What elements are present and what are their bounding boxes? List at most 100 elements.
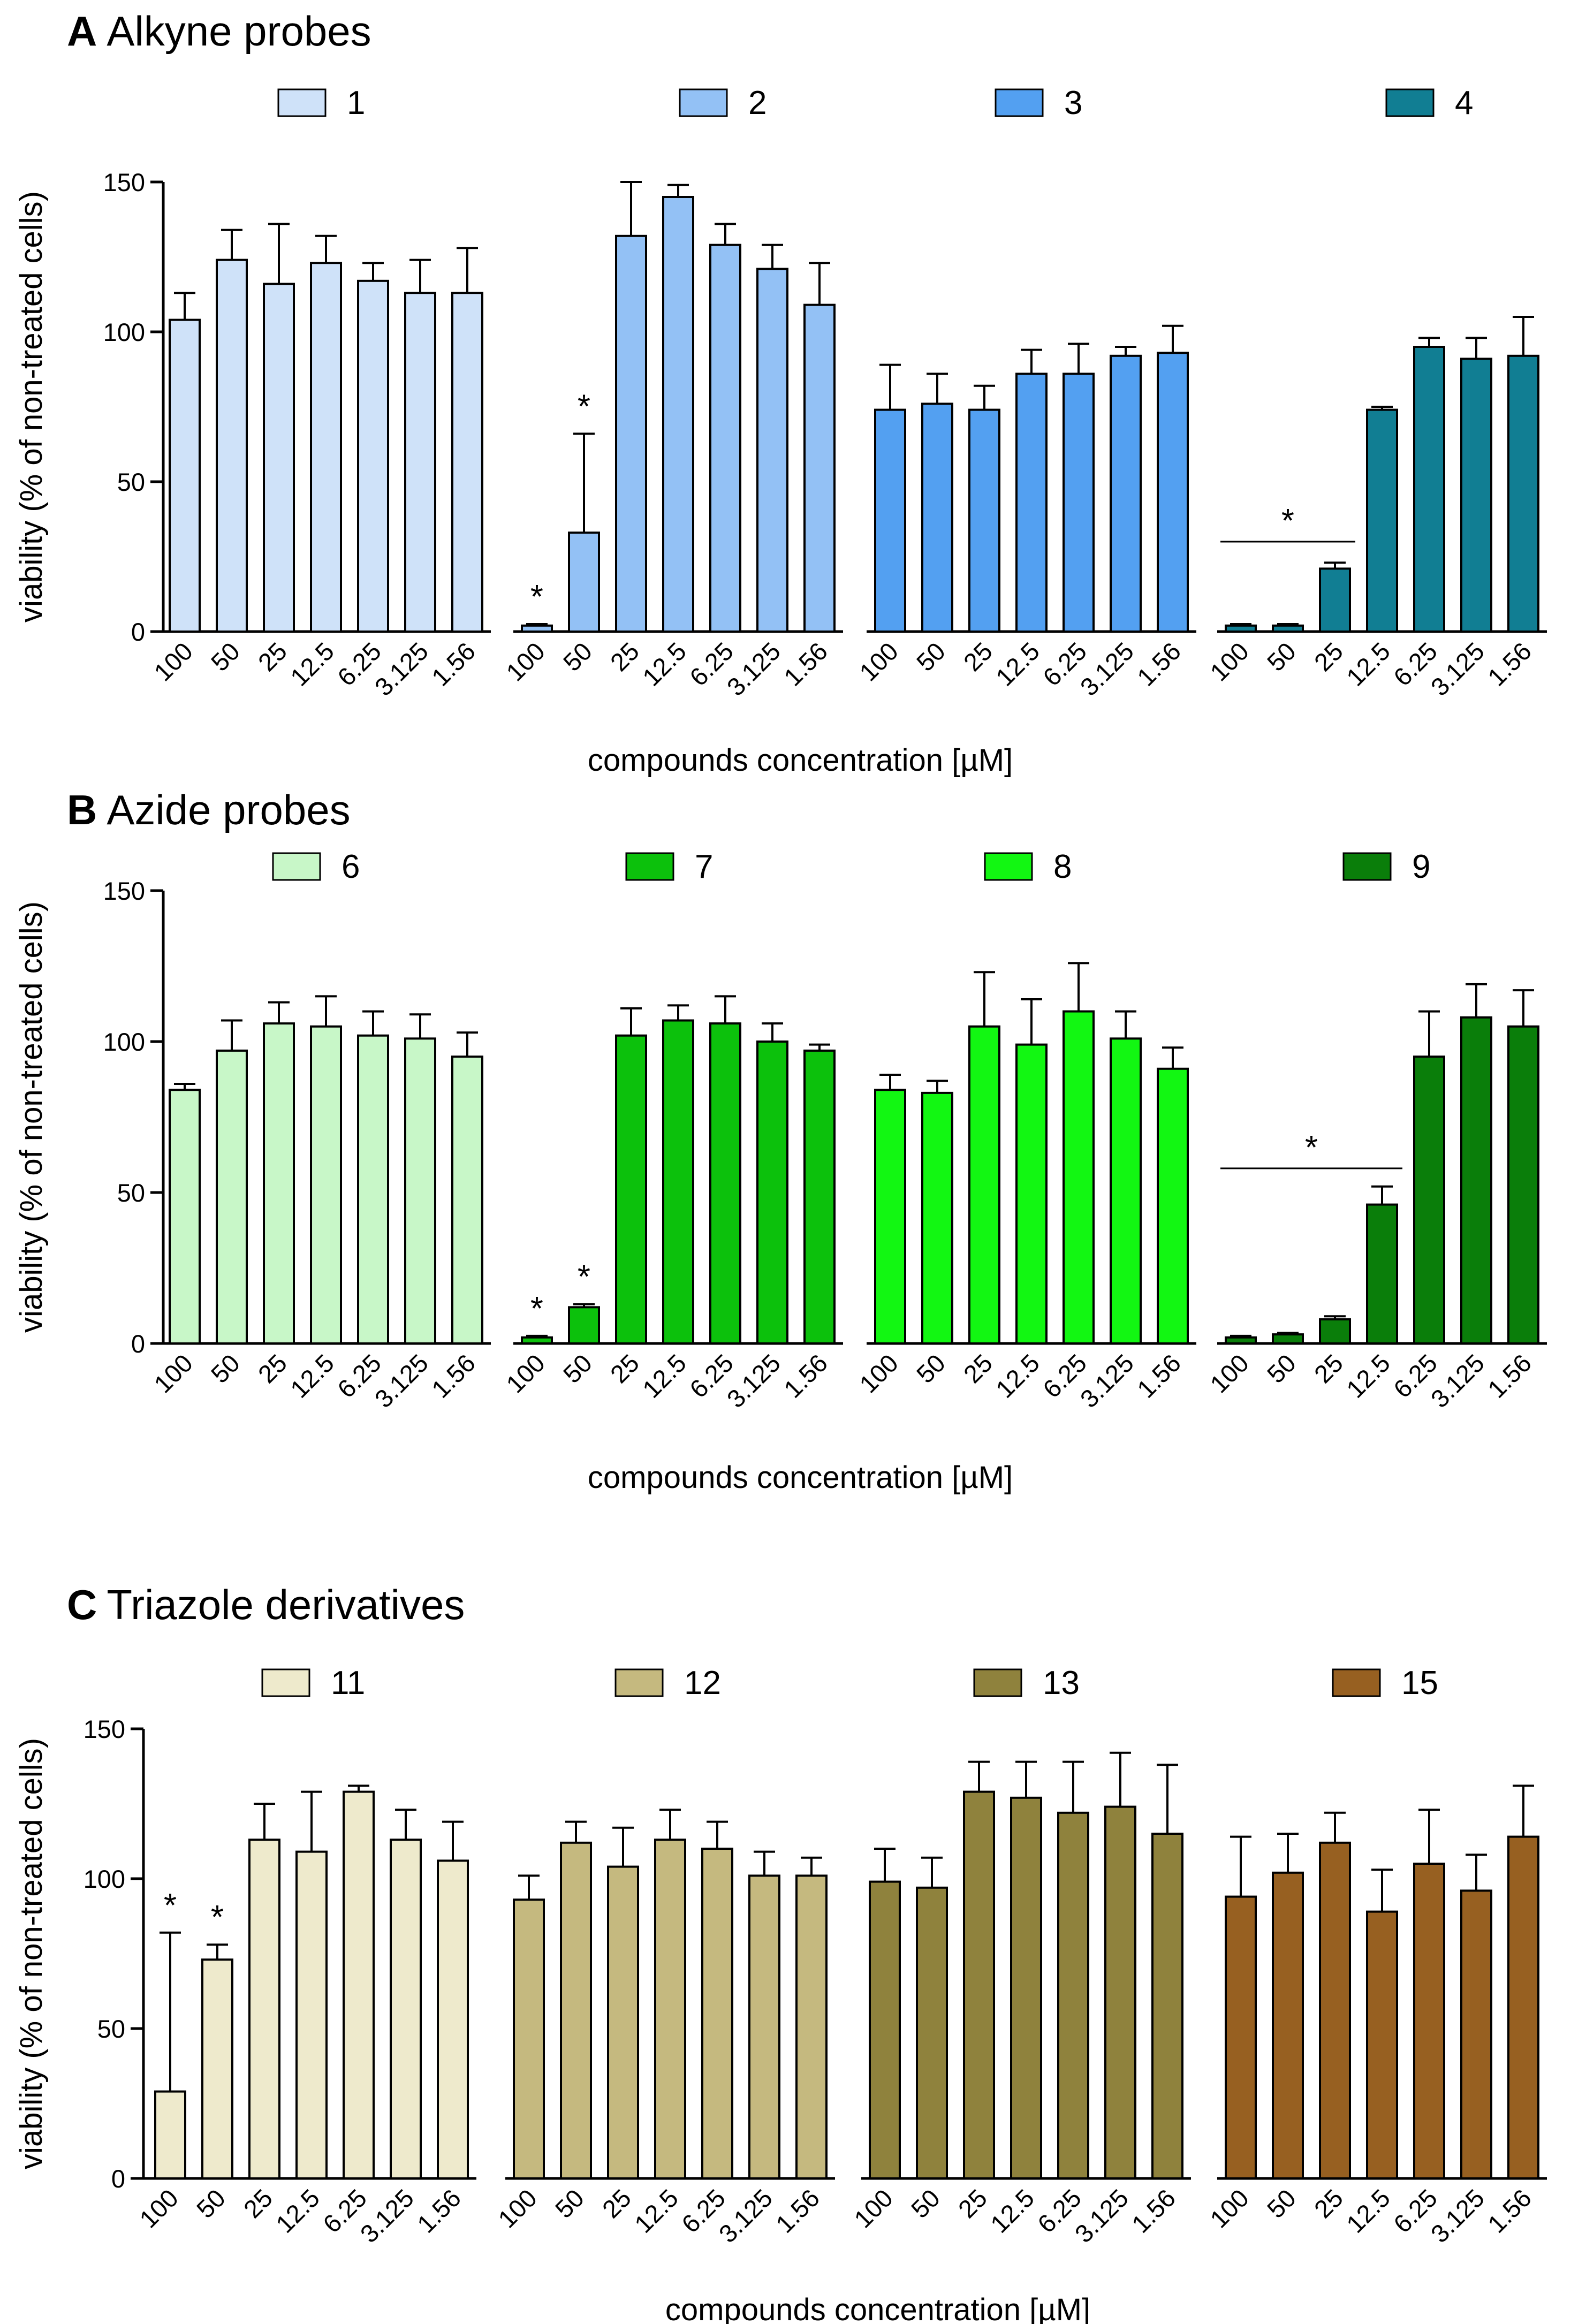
- panel-title-text: Azide probes: [107, 786, 350, 833]
- bar: [968, 408, 1000, 633]
- bar: [310, 1025, 342, 1345]
- bar: [1225, 624, 1257, 633]
- bar: [1413, 1863, 1445, 2179]
- x-tick-label: 12.5: [990, 1349, 1045, 1403]
- bar: [1272, 1333, 1304, 1345]
- x-tick-label: 1.56: [778, 1349, 833, 1403]
- bar: [1272, 624, 1304, 633]
- bar: [1015, 1043, 1048, 1345]
- bar: [916, 1886, 948, 2180]
- bar: [1507, 354, 1539, 633]
- bar: [154, 2090, 186, 2180]
- x-tick-label: 50: [1262, 1349, 1301, 1388]
- bar: [357, 279, 389, 633]
- y-tick-label: 100: [103, 1028, 145, 1056]
- bar: [709, 1022, 741, 1345]
- significance-star: *: [530, 1290, 543, 1327]
- bar: [874, 1089, 906, 1345]
- legend-swatch-15: [1332, 1668, 1381, 1697]
- legend-swatch-6: [272, 852, 321, 881]
- significance-star: *: [530, 579, 543, 616]
- bar: [1157, 1067, 1189, 1345]
- bar: [1110, 1037, 1142, 1345]
- x-tick-label: 50: [906, 2184, 945, 2223]
- bar: [921, 1091, 953, 1345]
- bar: [263, 1022, 295, 1345]
- x-tick-label: 50: [206, 1349, 245, 1388]
- bar: [1413, 1055, 1445, 1345]
- x-tick-label: 1.56: [1132, 1349, 1186, 1403]
- x-tick-label: 100: [492, 2184, 542, 2234]
- bar: [568, 1306, 600, 1345]
- x-tick-label: 1.56: [426, 1349, 481, 1403]
- panel-title-text: Triazole derivatives: [107, 1581, 465, 1628]
- x-axis-label: compounds concentration [µM]: [588, 743, 1013, 778]
- x-tick-label: 100: [1204, 2184, 1254, 2234]
- x-tick-label: 100: [134, 2184, 184, 2234]
- bar: [1319, 567, 1351, 633]
- bar: [1057, 1811, 1089, 2180]
- x-tick-label: 1.56: [426, 637, 481, 692]
- x-tick-label: 50: [1262, 2184, 1301, 2223]
- y-tick-label: 100: [103, 318, 145, 346]
- x-tick-label: 50: [558, 1349, 597, 1388]
- x-tick-label: 3.125: [713, 2184, 778, 2249]
- bar: [709, 244, 741, 633]
- legend-label-12: 12: [684, 1665, 721, 1702]
- legend-label-8: 8: [1053, 848, 1072, 885]
- bar: [968, 1025, 1000, 1345]
- y-tick-label: 50: [97, 2015, 125, 2043]
- bar: [1104, 1805, 1136, 2180]
- legend-label-3: 3: [1064, 85, 1082, 121]
- bar: [607, 1865, 639, 2180]
- x-tick-label: 50: [558, 637, 597, 677]
- x-tick-label: 12.5: [270, 2184, 325, 2238]
- legend-label-4: 4: [1455, 85, 1473, 121]
- y-tick-label: 50: [117, 468, 145, 496]
- panel-title-text: Alkyne probes: [107, 7, 371, 55]
- x-tick-label: 1.56: [1132, 637, 1186, 692]
- bar: [963, 1790, 995, 2180]
- y-tick-label: 0: [111, 2164, 125, 2193]
- bar: [1319, 1318, 1351, 1345]
- legend-swatch-4: [1385, 88, 1435, 117]
- bar: [513, 1898, 545, 2179]
- bar: [169, 318, 201, 633]
- x-tick-label: 3.125: [721, 637, 786, 702]
- bar: [521, 624, 553, 633]
- legend-swatch-1: [277, 88, 327, 117]
- x-tick-label: 12.5: [637, 637, 692, 692]
- bar: [263, 283, 295, 633]
- x-tick-label: 3.125: [1074, 637, 1139, 702]
- legend-label-1: 1: [347, 85, 365, 121]
- bar: [795, 1874, 828, 2179]
- bar: [404, 1037, 436, 1345]
- significance-star: *: [578, 388, 590, 425]
- bar: [1151, 1833, 1183, 2179]
- x-axis-label: compounds concentration [µM]: [665, 2292, 1090, 2324]
- bar: [748, 1874, 780, 2179]
- bar: [1063, 1010, 1095, 1345]
- bar: [662, 1019, 694, 1345]
- x-tick-label: 50: [1262, 637, 1301, 677]
- bar: [169, 1089, 201, 1345]
- x-tick-label: 100: [1204, 637, 1254, 687]
- legend-swatch-13: [973, 1668, 1022, 1697]
- legend-swatch-11: [261, 1668, 310, 1697]
- x-tick-label: 12.5: [1341, 1349, 1395, 1403]
- bar: [343, 1790, 375, 2180]
- legend-label-2: 2: [748, 85, 767, 121]
- bar: [1460, 358, 1492, 633]
- legend-swatch-7: [625, 852, 674, 881]
- bar: [310, 262, 342, 633]
- x-tick-label: 100: [148, 637, 198, 687]
- x-tick-label: 1.56: [770, 2184, 825, 2238]
- bar: [701, 1848, 733, 2179]
- y-axis-label: viability (% of non-treated cells): [14, 191, 49, 622]
- bar: [1460, 1016, 1492, 1345]
- bar: [357, 1034, 389, 1345]
- significance-star: *: [1305, 1129, 1318, 1166]
- bar: [295, 1850, 328, 2180]
- x-tick-label: 3.125: [1074, 1349, 1139, 1414]
